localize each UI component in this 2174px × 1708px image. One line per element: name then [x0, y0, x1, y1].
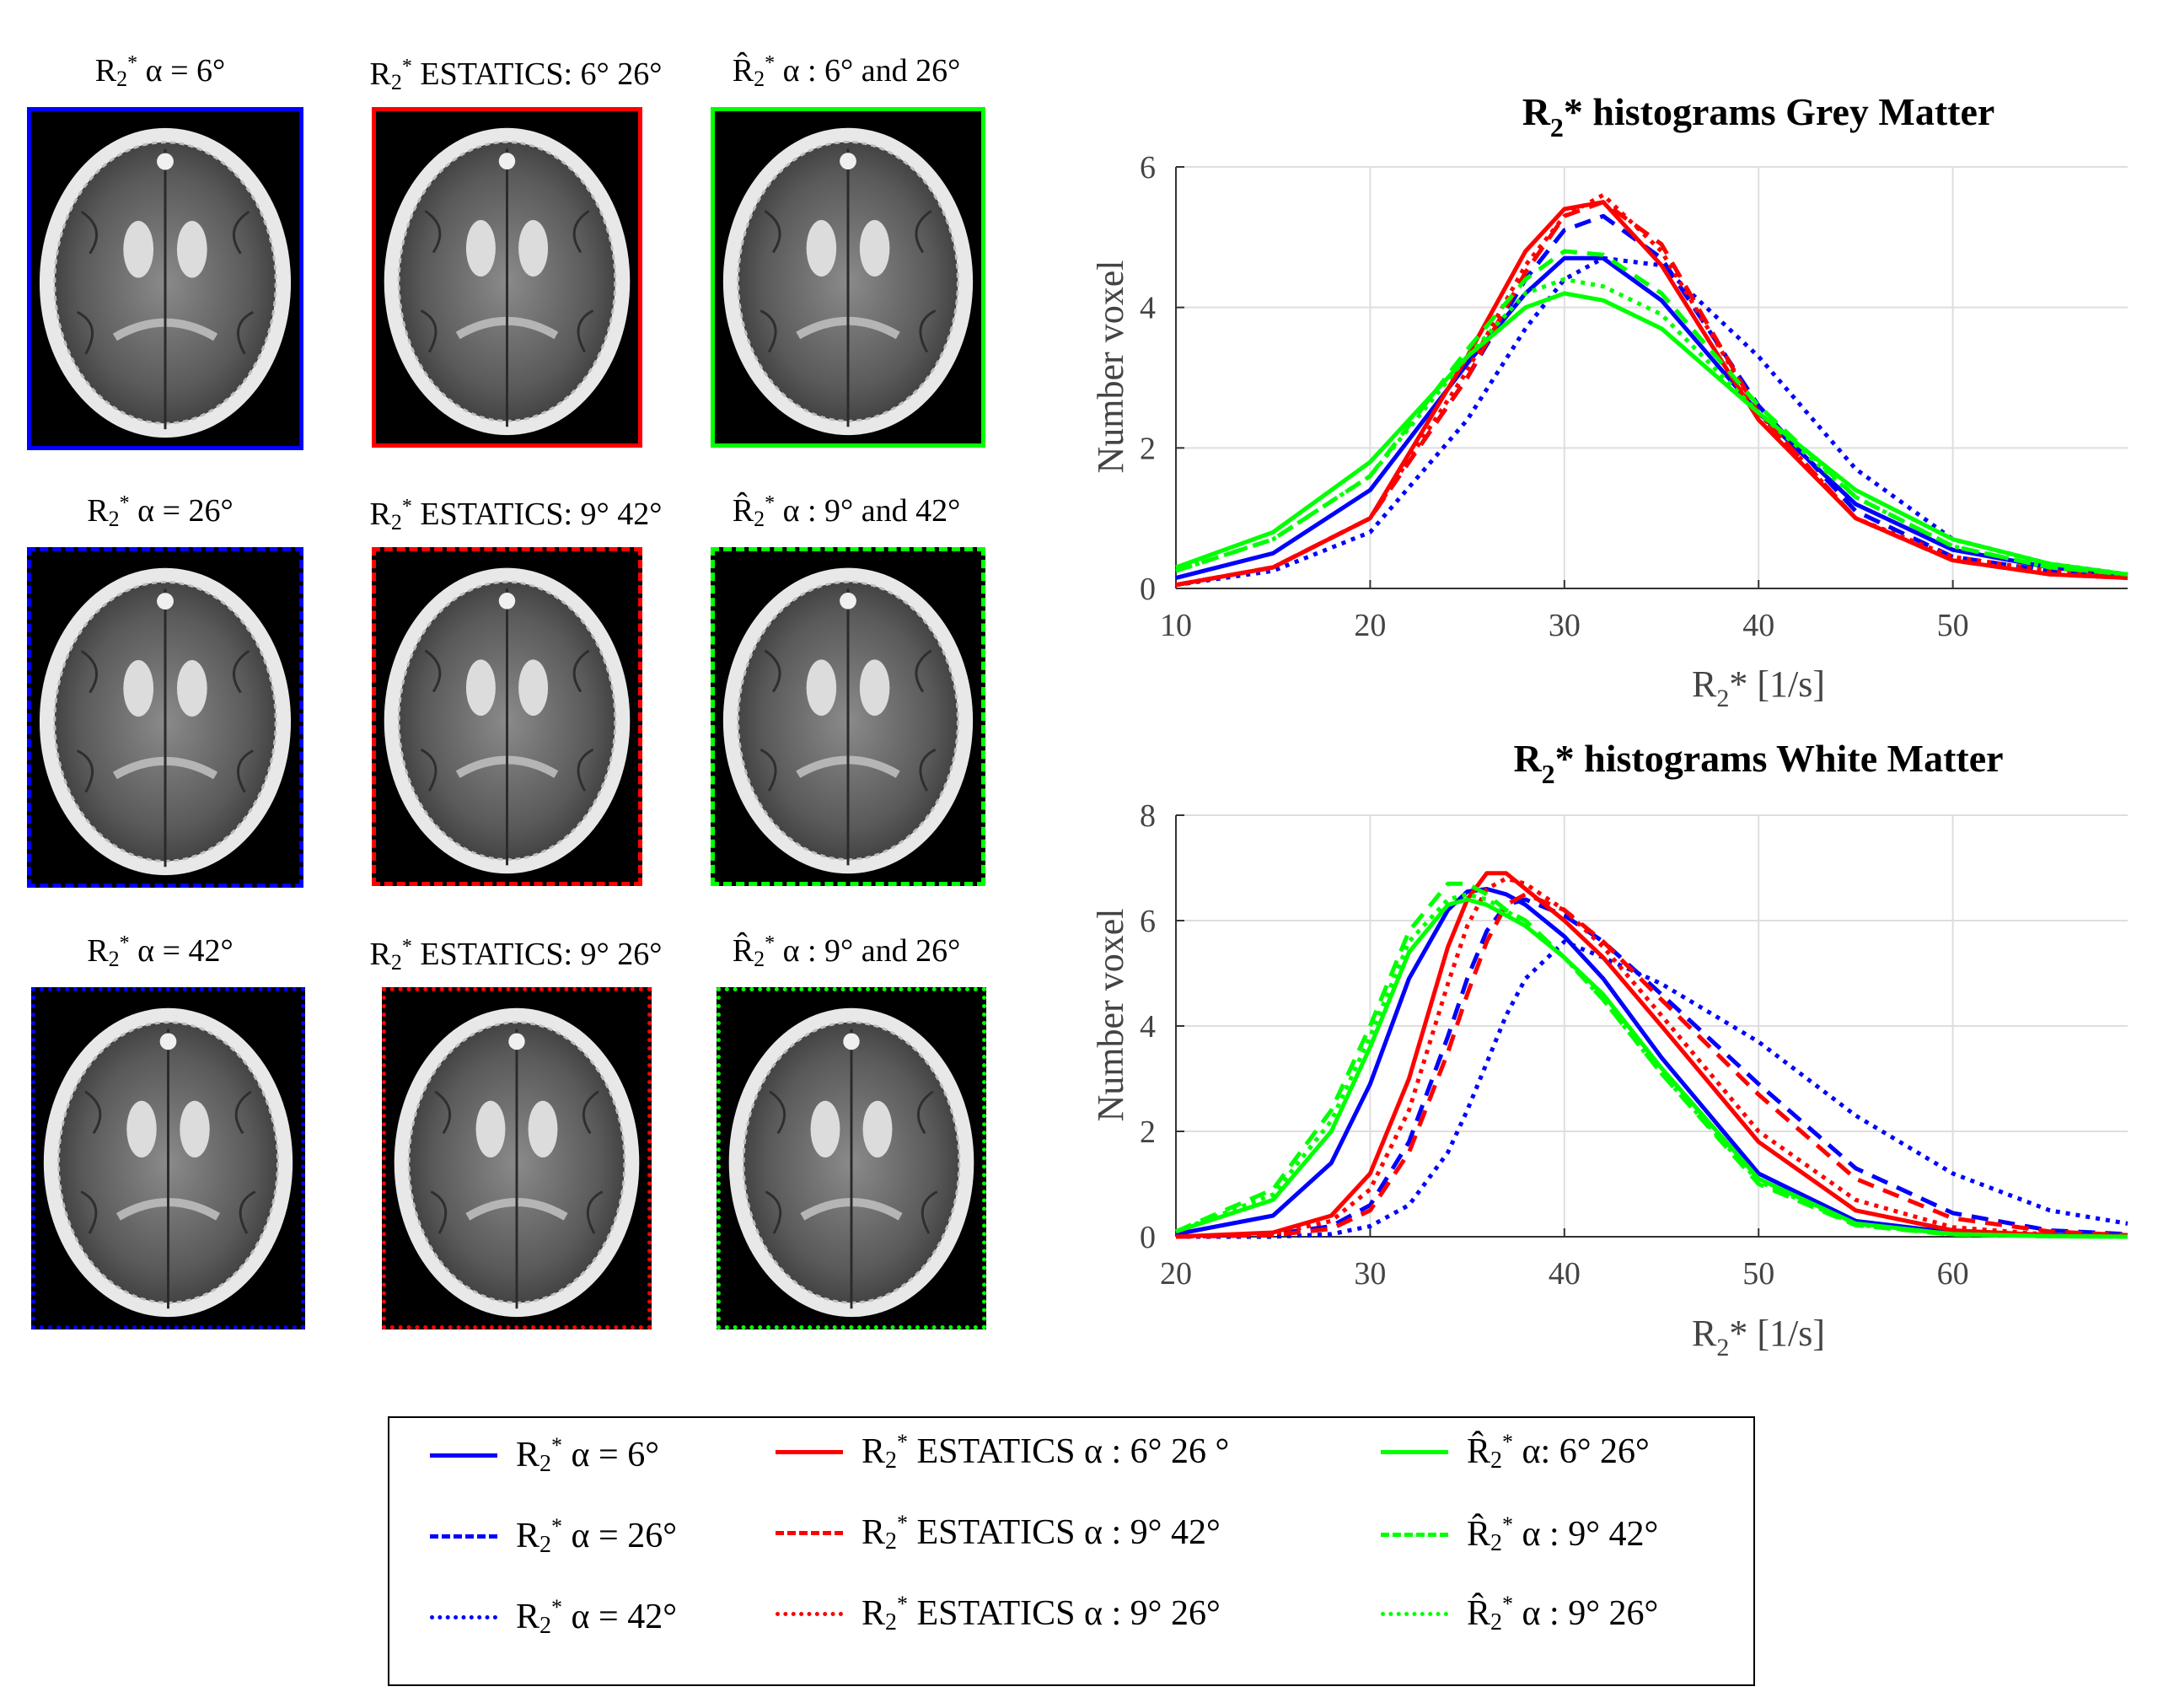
y-tick-label: 2	[1140, 431, 1156, 466]
legend-swatch	[776, 1611, 843, 1616]
series-line	[1175, 897, 2128, 1239]
panel-label: R2* α = 42°	[87, 932, 234, 971]
panel-label: R2* α = 26°	[87, 492, 234, 531]
legend-item: R2* α = 26°	[430, 1511, 677, 1561]
x-axis-label: R2* [1/s]	[1692, 1313, 1825, 1362]
legend-item: R2* ESTATICS α : 9° 26°	[776, 1588, 1221, 1639]
legend-label: R2* α = 6°	[516, 1432, 660, 1477]
panel-label: R̂2* α : 9° and 26°	[732, 932, 961, 971]
panel-label: R2* ESTATICS: 9° 26°	[369, 936, 663, 975]
brain-map-image	[31, 987, 305, 1329]
x-tick-label: 30	[1549, 608, 1581, 643]
legend-item: R2* α = 6°	[430, 1430, 659, 1480]
legend-label: R2* α = 42°	[516, 1594, 678, 1639]
white-matter-histogram: R2* histograms White Matter Number voxel…	[1090, 737, 2128, 1362]
series-line	[1175, 200, 2128, 588]
series-line	[1175, 892, 2128, 1239]
legend-swatch	[430, 1533, 497, 1539]
legend-swatch	[1381, 1532, 1448, 1537]
legend-swatch	[1381, 1449, 1448, 1454]
legend-item: R̂2* α : 9° 26°	[1381, 1588, 1658, 1639]
x-tick-label: 50	[1742, 1256, 1774, 1292]
x-tick-label: 40	[1549, 1256, 1581, 1292]
legend-item: R2* ESTATICS α : 6° 26 °	[776, 1426, 1229, 1477]
brain-map-image	[27, 547, 303, 888]
legend-label: R2* α = 26°	[516, 1513, 678, 1558]
legend-swatch	[1381, 1611, 1448, 1616]
legend-label: R2* ESTATICS α : 9° 26°	[862, 1591, 1221, 1635]
legend-swatch	[430, 1453, 497, 1458]
chart-title: R2* histograms White Matter	[1513, 737, 2003, 789]
series-line	[1175, 255, 2128, 588]
brain-map-image	[711, 107, 985, 448]
x-tick-label: 60	[1937, 1256, 1969, 1292]
y-tick-label: 4	[1140, 1009, 1156, 1045]
series-line	[1175, 200, 2128, 588]
y-axis-label: Number voxel	[1090, 260, 1131, 474]
grey-matter-histogram: R2* histograms Grey Matter Number voxel …	[1090, 90, 2128, 712]
legend-label: R̂2* α : 9° 26°	[1467, 1591, 1659, 1635]
x-tick-label: 50	[1937, 608, 1969, 643]
x-axis-label: R2* [1/s]	[1692, 663, 1825, 712]
brain-map-image	[372, 107, 642, 448]
series-line	[1175, 277, 2128, 577]
y-tick-label: 2	[1140, 1114, 1156, 1150]
x-tick-label: 30	[1354, 1256, 1386, 1292]
panel-label: R2* ESTATICS: 9° 42°	[369, 496, 663, 534]
legend-box: R2* α = 6° R2* α = 26° R2* α = 42° R2* E…	[388, 1416, 1755, 1686]
legend-label: R2* ESTATICS α : 9° 42°	[862, 1510, 1221, 1555]
panel-label: R2* α = 6°	[94, 52, 226, 91]
legend-item: R2* α = 42°	[430, 1592, 677, 1642]
legend-item: R̂2* α : 9° 42°	[1381, 1509, 1658, 1560]
legend-swatch	[430, 1614, 497, 1619]
legend-label: R̂2* α : 9° 42°	[1467, 1512, 1659, 1556]
brain-map-image	[372, 547, 642, 886]
y-tick-label: 4	[1140, 291, 1156, 326]
y-tick-label: 0	[1140, 1220, 1156, 1255]
y-axis-label: Number voxel	[1090, 909, 1131, 1122]
legend-label: R̂2* α: 6° 26°	[1467, 1429, 1650, 1474]
chart-title: R2* histograms Grey Matter	[1522, 90, 1995, 142]
legend-item: R̂2* α: 6° 26°	[1381, 1426, 1650, 1477]
series-line	[1175, 871, 2128, 1239]
panel-label: R2* ESTATICS: 6° 26°	[369, 56, 663, 94]
series-line	[1175, 213, 2128, 588]
series-line	[1175, 892, 2128, 1239]
y-tick-label: 6	[1140, 150, 1156, 185]
y-tick-label: 8	[1140, 798, 1156, 834]
x-tick-label: 10	[1160, 608, 1192, 643]
y-tick-label: 6	[1140, 904, 1156, 939]
y-tick-label: 0	[1140, 572, 1156, 607]
series-line	[1175, 881, 2128, 1239]
legend-label: R2* ESTATICS α : 6° 26 °	[862, 1429, 1230, 1474]
series-line	[1175, 897, 2128, 1239]
series-line	[1175, 255, 2128, 580]
x-tick-label: 20	[1354, 608, 1386, 643]
brain-map-image	[27, 107, 303, 450]
legend-swatch	[776, 1530, 843, 1535]
brain-map-image	[711, 547, 985, 886]
x-tick-label: 40	[1742, 608, 1774, 643]
legend-item: R2* ESTATICS α : 9° 42°	[776, 1507, 1221, 1558]
series-line	[1175, 249, 2128, 577]
brain-map-image	[717, 987, 986, 1329]
panel-label: R̂2* α : 6° and 26°	[732, 52, 961, 91]
panel-label: R̂2* α : 9° and 42°	[732, 492, 961, 531]
legend-swatch	[776, 1449, 843, 1454]
series-line	[1175, 291, 2128, 577]
x-tick-label: 20	[1160, 1256, 1192, 1292]
brain-map-image	[382, 987, 652, 1329]
